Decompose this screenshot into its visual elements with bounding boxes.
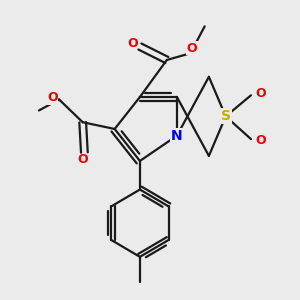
Text: O: O (77, 153, 88, 166)
Text: O: O (128, 37, 139, 50)
Text: N: N (171, 129, 183, 143)
Text: O: O (47, 91, 58, 104)
Text: O: O (256, 87, 266, 100)
Text: O: O (187, 42, 197, 55)
Text: O: O (256, 134, 266, 147)
Text: S: S (221, 109, 231, 123)
